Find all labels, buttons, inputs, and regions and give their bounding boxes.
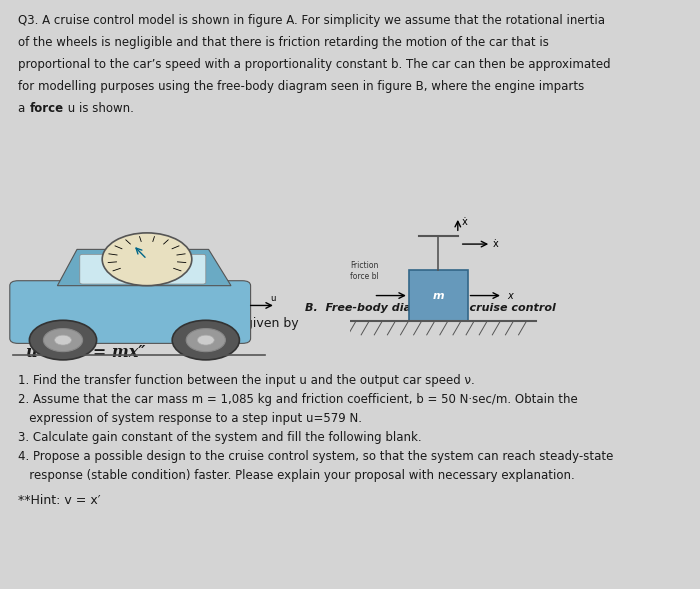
Text: Friction
force bl: Friction force bl [350,262,379,281]
Text: u − bx′ = mx″: u − bx′ = mx″ [26,344,146,361]
Polygon shape [57,249,231,286]
Text: ẋ: ẋ [462,217,468,227]
Text: 3. Calculate gain constant of the system and fill the following blank.: 3. Calculate gain constant of the system… [18,431,421,444]
Text: a: a [18,102,29,115]
Text: expression of system response to a step input u=579 N.: expression of system response to a step … [18,412,362,425]
Text: B.  Free-body diagram for cruise control: B. Free-body diagram for cruise control [304,303,555,313]
Circle shape [55,335,71,345]
Circle shape [29,320,97,360]
Circle shape [102,233,192,286]
FancyBboxPatch shape [80,254,136,284]
Text: 2. Assume that the car mass m = 1,085 kg and friction coefficient, b = 50 N·sec/: 2. Assume that the car mass m = 1,085 kg… [18,393,578,406]
Text: x: x [507,290,512,300]
Text: 1. Find the transfer function between the input u and the output car speed ν.: 1. Find the transfer function between th… [18,374,475,387]
Text: proportional to the car’s speed with a proportionality constant b. The car can t: proportional to the car’s speed with a p… [18,58,610,71]
Text: u is shown.: u is shown. [64,102,134,115]
Text: A.  Cruise control model: A. Cruise control model [48,303,182,313]
Text: **Hint: v = x′: **Hint: v = x′ [18,494,101,507]
Circle shape [197,335,214,345]
Text: Q3. A cruise control model is shown in figure A. For simplicity we assume that t: Q3. A cruise control model is shown in f… [18,14,605,27]
Text: ẋ: ẋ [493,239,499,249]
Text: Equation of motion of the system is given by: Equation of motion of the system is give… [18,317,299,330]
Text: m: m [433,290,444,300]
Bar [409,270,468,322]
FancyBboxPatch shape [139,254,206,284]
Circle shape [186,329,225,352]
Circle shape [172,320,239,360]
Text: u: u [270,293,276,303]
Text: 4. Propose a possible design to the cruise control system, so that the system ca: 4. Propose a possible design to the crui… [18,450,613,463]
Text: for modelling purposes using the free-body diagram seen in figure B, where the e: for modelling purposes using the free-bo… [18,80,584,93]
Circle shape [43,329,83,352]
Text: of the wheels is negligible and that there is friction retarding the motion of t: of the wheels is negligible and that the… [18,36,549,49]
FancyBboxPatch shape [10,281,251,343]
Text: response (stable condition) faster. Please explain your proposal with necessary : response (stable condition) faster. Plea… [18,469,575,482]
Text: force: force [30,102,64,115]
